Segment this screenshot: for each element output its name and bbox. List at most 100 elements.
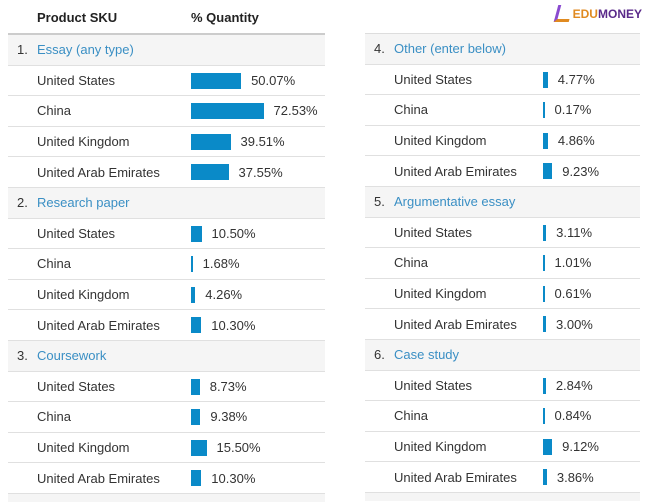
table-row: United Kingdom 4.86%	[365, 126, 640, 157]
quantity-bar	[191, 378, 200, 395]
country-label: United Arab Emirates	[37, 317, 160, 333]
quantity-percent: 4.86%	[557, 133, 595, 149]
quantity-bar	[191, 286, 196, 303]
country-label: China	[37, 409, 71, 425]
country-label: United States	[37, 72, 116, 88]
table-row: United Arab Emirates 3.00%	[365, 309, 640, 340]
quantity-percent: 0.84%	[554, 408, 592, 424]
group-number: 1.	[17, 42, 28, 58]
group-link[interactable]: Argumentative essay	[394, 194, 516, 210]
country-label: United Arab Emirates	[37, 470, 160, 486]
country-label: United Kingdom	[394, 286, 487, 302]
logo-text-money: MONEY	[597, 6, 642, 21]
quantity-percent: 72.53%	[273, 103, 318, 119]
quantity-bar	[543, 469, 547, 486]
quantity-percent: 8.73%	[209, 378, 247, 394]
quantity-bar	[191, 103, 264, 120]
quantity-percent: 39.51%	[240, 134, 285, 150]
quantity-bar	[191, 317, 202, 334]
country-label: United States	[394, 71, 473, 87]
quantity-bar	[191, 72, 242, 89]
group-link[interactable]: Other (enter below)	[394, 41, 506, 57]
country-label: United Kingdom	[394, 439, 487, 455]
table-row: United States 2.84%	[365, 371, 640, 402]
table-row: United States 3.11%	[365, 218, 640, 249]
quantity-percent: 9.12%	[562, 439, 599, 455]
quantity-percent: 3.00%	[556, 316, 593, 332]
group-link[interactable]: Essay (any type)	[37, 42, 134, 58]
group-row: 2. Research paper	[8, 187, 325, 219]
table-row: United Arab Emirates 10.30%	[8, 310, 325, 341]
group-row: 4. Other (enter below)	[365, 34, 640, 65]
left-table: 1. Essay (any type) United States 50.07% C…	[8, 33, 325, 502]
country-label: United Kingdom	[37, 134, 130, 150]
quantity-bar	[191, 225, 202, 242]
group-row: 6. Case study	[365, 339, 640, 371]
quantity-percent: 0.61%	[554, 286, 592, 302]
edumoney-logo: EDU MONEY	[553, 5, 642, 22]
country-label: United Arab Emirates	[394, 316, 517, 332]
group-number: 4.	[374, 41, 385, 57]
quantity-percent: 4.26%	[205, 287, 243, 303]
table-row: United States 8.73%	[8, 372, 325, 403]
quantity-bar	[191, 164, 229, 181]
table-row: United Arab Emirates 37.55%	[8, 157, 325, 188]
quantity-bar	[543, 316, 546, 333]
quantity-percent: 0.17%	[554, 102, 592, 118]
quantity-percent: 4.77%	[557, 71, 595, 87]
quantity-bar	[543, 285, 545, 302]
quantity-bar	[543, 224, 547, 241]
group-number: 2.	[17, 195, 28, 211]
group-link[interactable]: Case study	[394, 347, 460, 363]
quantity-bar	[543, 163, 553, 180]
country-label: United Kingdom	[37, 287, 130, 303]
quantity-bar	[543, 438, 553, 455]
group-link[interactable]: Coursework	[37, 348, 107, 364]
column-header-product-sku[interactable]: Product SKU	[37, 10, 118, 25]
table-row: United Arab Emirates 9.23%	[365, 156, 640, 187]
quantity-bar	[191, 409, 201, 426]
quantity-bar	[543, 255, 545, 272]
quantity-bar	[543, 102, 545, 119]
country-label: United Arab Emirates	[394, 469, 517, 485]
quantity-percent: 9.38%	[210, 409, 248, 425]
group-number: 3.	[17, 348, 28, 364]
country-label: United Arab Emirates	[394, 163, 517, 179]
country-label: United States	[37, 225, 116, 241]
logo-mark-icon	[553, 5, 573, 22]
country-label: United States	[394, 377, 473, 393]
table-row: United Arab Emirates 10.30%	[8, 463, 325, 494]
table-row: United Kingdom 15.50%	[8, 433, 325, 464]
quantity-percent: 15.50%	[216, 440, 261, 456]
table-row: China 1.01%	[365, 248, 640, 279]
group-row: 1. Essay (any type)	[8, 35, 325, 66]
logo-text-edu: EDU	[572, 6, 598, 21]
country-label: United States	[394, 224, 473, 240]
country-label: China	[37, 103, 71, 119]
group-link[interactable]: Research paper	[37, 195, 130, 211]
table-row: China 9.38%	[8, 402, 325, 433]
table-row: United Kingdom 0.61%	[365, 279, 640, 310]
table-row: United Kingdom 4.26%	[8, 280, 325, 311]
country-label: United Kingdom	[394, 133, 487, 149]
country-label: United Kingdom	[37, 440, 130, 456]
quantity-percent: 3.86%	[556, 469, 594, 485]
quantity-bar	[543, 71, 548, 88]
quantity-percent: 1.68%	[202, 256, 240, 272]
country-label: United States	[37, 378, 116, 394]
country-label: China	[394, 255, 428, 271]
quantity-percent: 10.30%	[211, 470, 256, 486]
table-row: United States 10.50%	[8, 219, 325, 250]
table-row: United Kingdom 9.12%	[365, 432, 640, 463]
table-row: United States 50.07%	[8, 66, 325, 97]
quantity-bar	[543, 132, 548, 149]
quantity-bar	[191, 133, 231, 150]
quantity-percent: 3.11%	[556, 224, 593, 240]
country-label: China	[394, 102, 428, 118]
quantity-bar	[191, 470, 202, 487]
table-row: China 1.68%	[8, 249, 325, 280]
group-number: 5.	[374, 194, 385, 210]
group-number: 6.	[374, 347, 385, 363]
column-header-quantity[interactable]: % Quantity	[191, 10, 259, 25]
group-row: 3. Coursework	[8, 340, 325, 372]
